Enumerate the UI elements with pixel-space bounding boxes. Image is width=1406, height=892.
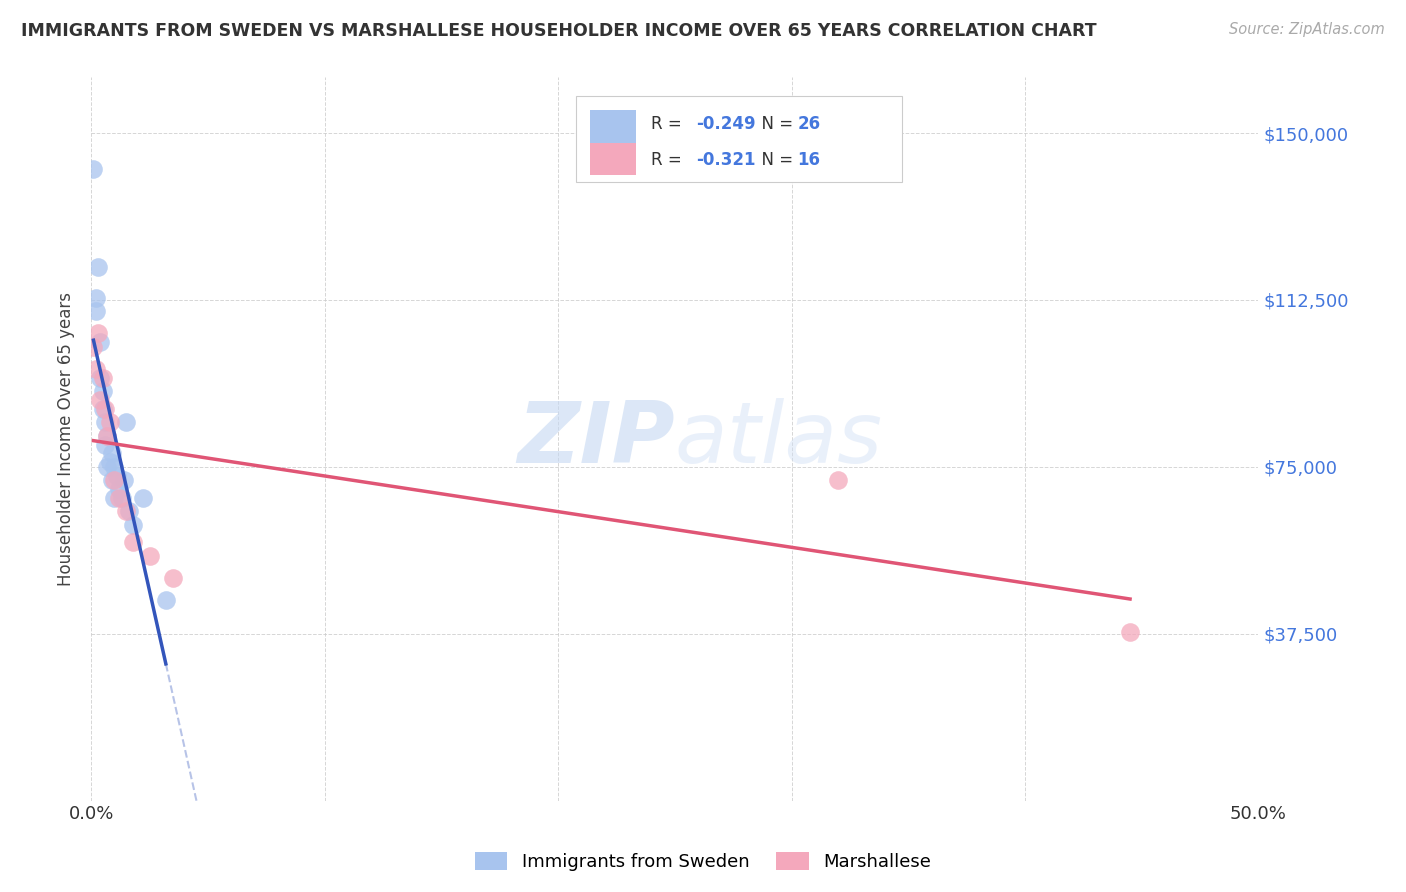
Legend: Immigrants from Sweden, Marshallese: Immigrants from Sweden, Marshallese xyxy=(468,845,938,879)
Text: N =: N = xyxy=(751,115,799,133)
Point xyxy=(103,473,125,487)
Point xyxy=(105,468,128,483)
Text: IMMIGRANTS FROM SWEDEN VS MARSHALLESE HOUSEHOLDER INCOME OVER 65 YEARS CORRELATI: IMMIGRANTS FROM SWEDEN VS MARSHALLESE HO… xyxy=(21,22,1097,40)
Point xyxy=(94,415,117,429)
Point xyxy=(108,482,131,496)
Point xyxy=(115,415,138,429)
Point xyxy=(87,260,110,274)
Text: ZIP: ZIP xyxy=(517,398,675,481)
Text: R =: R = xyxy=(651,115,688,133)
Text: atlas: atlas xyxy=(675,398,883,481)
Point xyxy=(91,384,114,399)
Point xyxy=(108,491,131,505)
Point xyxy=(96,428,118,442)
Point xyxy=(117,504,139,518)
Point xyxy=(122,517,145,532)
Point xyxy=(101,446,124,460)
Point xyxy=(112,473,135,487)
Point xyxy=(101,473,124,487)
Point xyxy=(91,402,114,417)
Point xyxy=(94,437,117,451)
Text: N =: N = xyxy=(751,152,799,169)
Text: -0.249: -0.249 xyxy=(696,115,755,133)
Point xyxy=(84,291,107,305)
Point xyxy=(138,549,160,563)
Point xyxy=(89,393,111,408)
Text: 26: 26 xyxy=(797,115,821,133)
Text: R =: R = xyxy=(651,152,688,169)
Point xyxy=(84,304,107,318)
Point xyxy=(87,326,110,341)
Point xyxy=(82,161,104,176)
Point xyxy=(91,371,114,385)
Text: -0.321: -0.321 xyxy=(696,152,755,169)
Point xyxy=(98,455,121,469)
Point xyxy=(103,491,125,505)
Point xyxy=(94,402,117,417)
Point xyxy=(98,415,121,429)
Point xyxy=(96,428,118,442)
Point xyxy=(89,371,111,385)
Point xyxy=(89,335,111,350)
Point xyxy=(110,491,132,505)
Point xyxy=(131,491,153,505)
Point xyxy=(103,459,125,474)
Point xyxy=(162,571,184,585)
Point xyxy=(115,504,138,518)
Point xyxy=(827,473,849,487)
Point xyxy=(82,340,104,354)
Text: Source: ZipAtlas.com: Source: ZipAtlas.com xyxy=(1229,22,1385,37)
Point xyxy=(84,362,107,376)
Text: 16: 16 xyxy=(797,152,820,169)
FancyBboxPatch shape xyxy=(589,143,637,175)
Point xyxy=(122,535,145,549)
Y-axis label: Householder Income Over 65 years: Householder Income Over 65 years xyxy=(58,292,75,586)
Point xyxy=(96,459,118,474)
Point xyxy=(155,593,177,607)
FancyBboxPatch shape xyxy=(589,110,637,143)
FancyBboxPatch shape xyxy=(575,95,903,182)
Point xyxy=(1119,624,1142,639)
